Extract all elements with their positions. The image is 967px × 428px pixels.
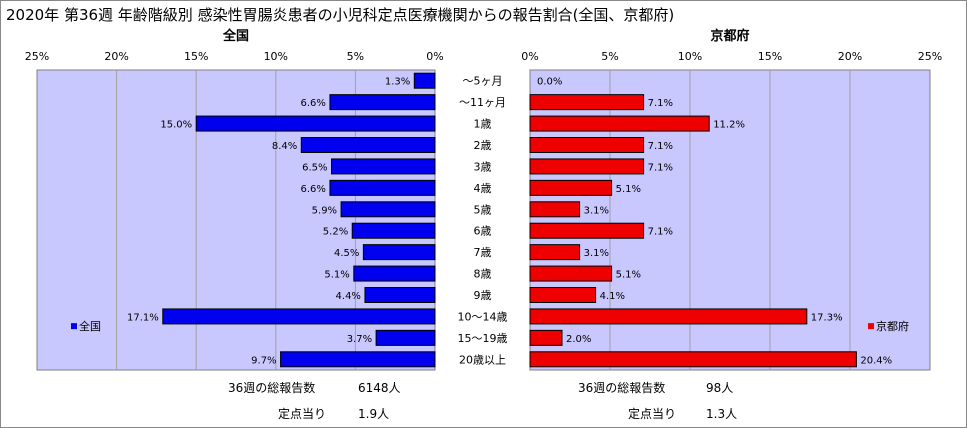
- category-label: 4歳: [474, 182, 492, 195]
- right-bar: [529, 94, 645, 111]
- left-data-label: 8.4%: [272, 141, 297, 152]
- left-x-tick-label: 25%: [25, 50, 49, 63]
- right-bar: [529, 351, 857, 368]
- left-per-label: 定点当り: [278, 406, 326, 421]
- left-data-label: 4.5%: [334, 248, 359, 259]
- left-legend-label: 全国: [79, 319, 101, 333]
- category-label: 1歳: [474, 118, 492, 131]
- right-data-label: 17.3%: [811, 312, 843, 323]
- category-label: 15～19歳: [458, 332, 508, 345]
- right-data-label: 7.1%: [648, 98, 673, 109]
- left-data-label: 5.1%: [324, 270, 349, 281]
- right-bar: [529, 137, 645, 153]
- right-x-tick-label: 10%: [678, 50, 702, 63]
- right-data-label: 3.1%: [584, 205, 609, 216]
- left-x-tick-label: 0%: [426, 50, 443, 63]
- left-bar: [195, 115, 436, 132]
- right-reports-value: 98人: [706, 381, 733, 395]
- right-x-tick-label: 20%: [838, 50, 862, 63]
- right-bar: [529, 158, 645, 175]
- left-bar: [280, 351, 436, 368]
- left-reports-label: 36週の総報告数: [228, 380, 315, 395]
- left-x-tick-label: 20%: [104, 50, 128, 63]
- left-data-label: 3.7%: [347, 334, 372, 345]
- left-bar: [329, 179, 436, 196]
- right-bar: [529, 265, 613, 282]
- right-x-tick-label: 5%: [601, 50, 618, 63]
- right-bar: [529, 329, 563, 346]
- category-label: ～5ヶ月: [463, 75, 503, 88]
- right-data-label: 11.2%: [713, 120, 745, 131]
- right-data-label: 7.1%: [648, 141, 673, 152]
- left-x-tick-label: 10%: [264, 50, 288, 63]
- left-bar: [353, 265, 436, 282]
- right-panel-title: 京都府: [710, 28, 749, 44]
- left-data-label: 6.6%: [301, 98, 326, 109]
- right-per-label: 定点当り: [628, 406, 676, 421]
- left-per-value: 1.9人: [358, 407, 389, 421]
- right-bar: [529, 222, 645, 239]
- left-bar: [331, 158, 436, 175]
- right-data-label: 4.1%: [600, 291, 625, 302]
- category-label: 2歳: [474, 139, 492, 152]
- left-bar: [362, 244, 436, 261]
- left-data-label: 15.0%: [160, 120, 192, 131]
- category-label: 3歳: [474, 160, 492, 173]
- right-data-label: 3.1%: [584, 248, 609, 259]
- right-reports-label: 36週の総報告数: [578, 380, 665, 395]
- right-legend-label: 京都府: [876, 319, 909, 333]
- right-data-label: 7.1%: [648, 227, 673, 238]
- left-bar: [413, 72, 436, 89]
- category-label: 6歳: [474, 225, 492, 238]
- right-x-tick-label: 25%: [918, 50, 942, 63]
- left-reports-value: 6148人: [358, 381, 401, 395]
- chart-title: 2020年 第36週 年齢階級別 感染性胃腸炎患者の小児科定点医療機関からの報告…: [6, 6, 674, 24]
- category-label: 7歳: [474, 246, 492, 259]
- left-data-label: 17.1%: [127, 312, 159, 323]
- left-data-label: 4.4%: [336, 291, 361, 302]
- left-x-tick-label: 15%: [184, 50, 208, 63]
- right-data-label: 7.1%: [648, 162, 673, 173]
- left-data-label: 1.3%: [385, 77, 410, 88]
- left-bar: [351, 222, 436, 239]
- left-panel-title: 全国: [222, 28, 249, 44]
- left-x-tick-label: 5%: [347, 50, 364, 63]
- category-label: 9歳: [474, 289, 492, 302]
- left-legend-swatch: [71, 323, 77, 330]
- right-x-tick-label: 15%: [758, 50, 782, 63]
- left-bar: [375, 329, 436, 346]
- right-per-value: 1.3人: [706, 407, 737, 421]
- category-label: ～11ヶ月: [459, 96, 506, 109]
- right-bar: [529, 179, 613, 196]
- right-bar: [529, 201, 581, 218]
- left-bar: [162, 308, 436, 325]
- left-data-label: 5.2%: [323, 227, 348, 238]
- right-bar: [529, 244, 581, 261]
- category-label: 8歳: [474, 268, 492, 281]
- right-data-label: 20.4%: [860, 355, 892, 366]
- left-bar: [329, 94, 436, 111]
- right-data-label: 5.1%: [616, 184, 641, 195]
- right-x-tick-label: 0%: [521, 50, 538, 63]
- right-data-label: 2.0%: [566, 334, 591, 345]
- left-bar: [364, 287, 436, 303]
- category-label: 10～14歳: [458, 310, 508, 323]
- category-label: 5歳: [474, 203, 492, 216]
- left-bar: [340, 201, 436, 218]
- right-data-label: 5.1%: [616, 270, 641, 281]
- left-data-label: 5.9%: [312, 205, 337, 216]
- right-data-label: 0.0%: [537, 77, 562, 88]
- left-data-label: 9.7%: [251, 355, 276, 366]
- left-data-label: 6.6%: [301, 184, 326, 195]
- category-label: 20歳以上: [459, 353, 506, 366]
- right-legend-swatch: [868, 323, 874, 330]
- left-data-label: 6.5%: [302, 162, 327, 173]
- left-bar: [300, 137, 436, 153]
- right-bar: [529, 115, 710, 132]
- right-bar: [529, 287, 597, 303]
- right-bar: [529, 308, 808, 325]
